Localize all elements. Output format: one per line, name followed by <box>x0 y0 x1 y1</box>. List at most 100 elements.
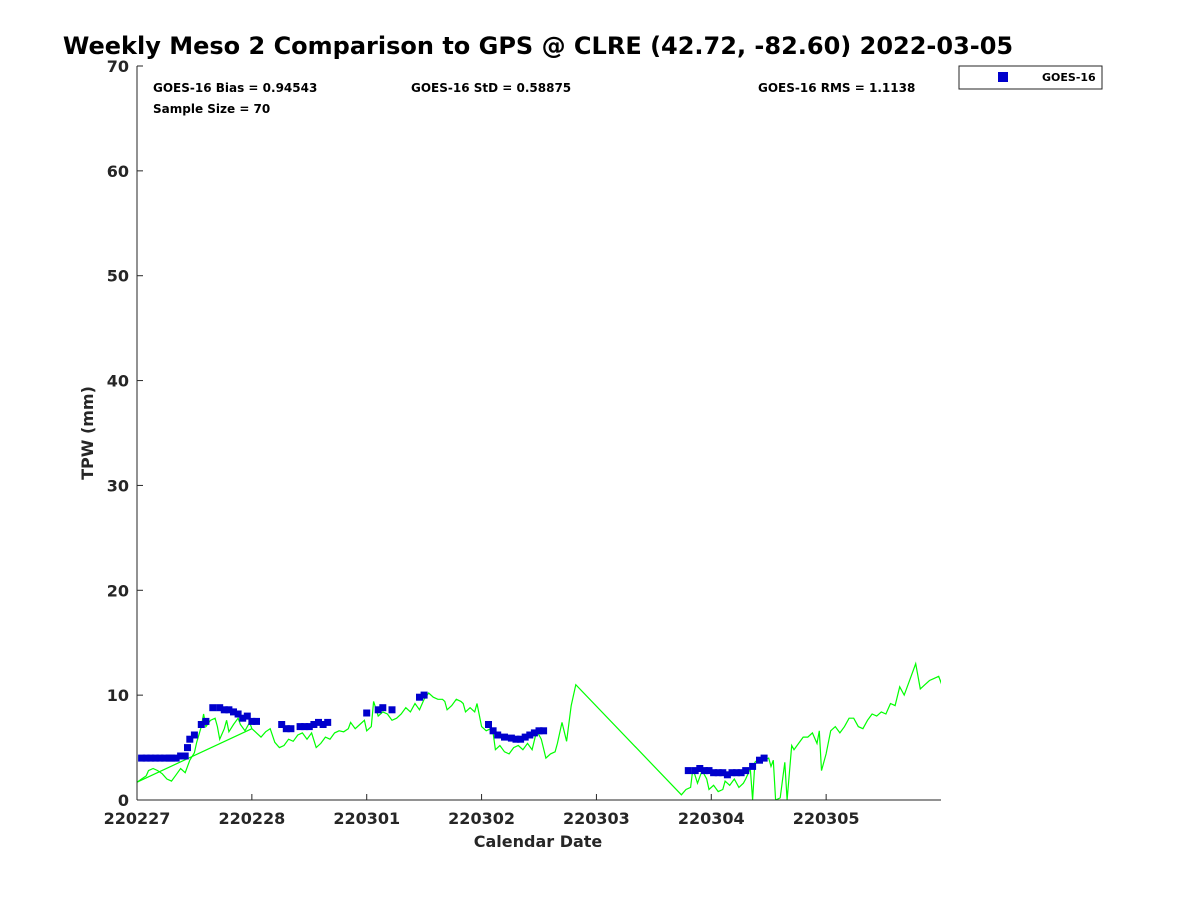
goes16-point <box>494 731 502 739</box>
goes16-point <box>388 706 396 714</box>
goes16-series-layer <box>138 691 768 779</box>
goes16-point <box>310 721 318 728</box>
goes16-point <box>379 704 387 712</box>
std-stat: GOES-16 StD = 0.58875 <box>411 81 571 95</box>
goes16-point <box>696 765 704 772</box>
goes16-point <box>161 754 169 762</box>
goes16-point <box>301 723 309 731</box>
goes16-point <box>742 767 750 775</box>
goes16-point <box>248 717 256 725</box>
x-tick-label: 220304 <box>678 809 745 828</box>
goes16-point <box>507 734 515 742</box>
goes16-point <box>737 769 745 777</box>
goes16-point <box>319 721 327 728</box>
goes16-point <box>151 754 159 762</box>
goes16-point <box>749 762 757 770</box>
goes16-point <box>521 733 529 741</box>
goes16-point <box>517 735 525 743</box>
goes16-point <box>374 706 382 714</box>
goes16-point <box>147 754 155 762</box>
goes16-point <box>540 727 548 735</box>
goes16-point <box>485 721 492 728</box>
goes16-point <box>416 693 423 701</box>
goes16-point <box>501 733 508 741</box>
goes16-point <box>733 769 741 777</box>
x-tick-label: 220305 <box>793 809 860 828</box>
goes16-point <box>705 767 713 775</box>
y-tick-label: 60 <box>107 162 129 181</box>
y-tick-label: 70 <box>107 57 129 76</box>
goes16-point <box>719 769 727 777</box>
goes16-point <box>282 725 290 733</box>
goes16-point <box>512 735 520 743</box>
y-tick-label: 40 <box>107 372 129 391</box>
x-tick-label: 220303 <box>563 809 630 828</box>
bias-stat: GOES-16 Bias = 0.94543 <box>153 81 317 95</box>
x-tick-label: 220301 <box>333 809 400 828</box>
y-tick-label: 10 <box>107 686 129 705</box>
x-tick-label: 220228 <box>218 809 285 828</box>
x-axis-ticks: 220227 220228 220301 220302 220303 220304 2203… <box>104 794 860 828</box>
goes16-point <box>530 729 538 737</box>
goes16-point <box>315 718 322 726</box>
y-tick-label: 0 <box>118 791 129 810</box>
goes16-point <box>156 754 164 762</box>
goes16-point <box>760 754 768 762</box>
goes16-point <box>138 754 146 762</box>
x-tick-label: 220302 <box>448 809 515 828</box>
goes16-point <box>684 767 692 775</box>
goes16-point <box>287 725 295 733</box>
plot-area: 0 10 20 30 40 50 60 70 220227 220228 220301 220302… <box>104 57 941 828</box>
goes16-point <box>172 754 180 762</box>
goes16-point <box>723 771 731 779</box>
goes16-point <box>177 752 185 760</box>
goes16-point <box>710 769 718 777</box>
goes16-point <box>234 710 242 718</box>
rms-stat: GOES-16 RMS = 1.1138 <box>758 81 915 95</box>
goes16-point <box>225 706 233 714</box>
chart-title: Weekly Meso 2 Comparison to GPS @ CLRE (… <box>63 32 1013 60</box>
goes16-point <box>184 744 191 752</box>
goes16-point <box>489 727 497 735</box>
goes16-point <box>756 756 763 764</box>
y-tick-label: 30 <box>107 476 129 495</box>
y-axis-ticks: 0 10 20 30 40 50 60 70 <box>107 57 143 810</box>
goes16-point <box>728 769 736 777</box>
goes16-point <box>220 706 228 714</box>
x-axis-label: Calendar Date <box>474 832 603 851</box>
goes16-point <box>278 721 286 728</box>
goes16-point <box>202 717 210 725</box>
y-axis-label: TPW (mm) <box>78 386 97 480</box>
goes16-point <box>168 754 175 762</box>
goes16-point <box>209 704 217 712</box>
goes16-point <box>230 708 237 716</box>
gps-connector-line <box>137 728 253 783</box>
x-tick-label: 220227 <box>104 809 171 828</box>
goes16-point <box>197 721 205 728</box>
goes16-point <box>239 714 247 722</box>
legend-box <box>958 65 1103 90</box>
goes16-point <box>714 769 722 777</box>
goes16-point <box>535 727 543 735</box>
goes16-point <box>190 731 198 739</box>
goes16-point <box>700 767 708 775</box>
goes16-point <box>305 723 313 731</box>
y-tick-label: 20 <box>107 581 129 600</box>
goes16-point <box>691 767 699 775</box>
legend-marker-goes16 <box>998 72 1008 82</box>
goes16-point <box>216 704 224 712</box>
goes16-point <box>420 691 428 699</box>
goes16-point <box>181 752 189 760</box>
sample-size-stat: Sample Size = 70 <box>153 102 270 116</box>
goes16-point <box>253 717 260 725</box>
legend-label-goes16: GOES-16 <box>1042 71 1096 84</box>
goes16-point <box>186 735 194 743</box>
goes16-point <box>296 723 304 731</box>
goes16-point <box>243 712 251 720</box>
goes16-point <box>526 731 534 739</box>
goes16-point <box>142 754 150 762</box>
legend: GOES-16 <box>958 65 1103 90</box>
goes16-point <box>324 718 332 726</box>
goes16-point <box>363 709 371 717</box>
